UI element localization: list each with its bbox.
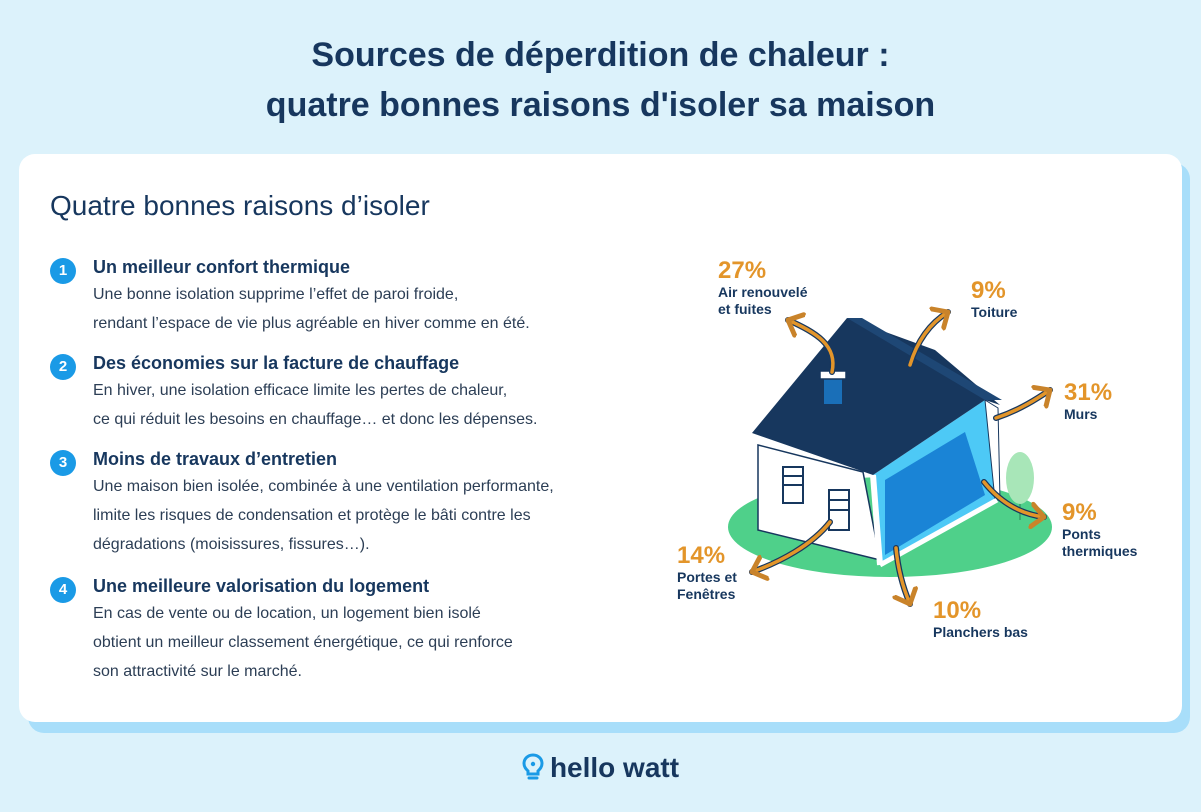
stat-percent: 27% xyxy=(718,257,767,284)
reason-line: En cas de vente ou de location, un logem… xyxy=(93,605,481,622)
stat-percent: 10% xyxy=(933,597,982,624)
stat-planchers-bas: 10% Planchers bas xyxy=(933,598,1028,641)
stat-air-renouvele: 27% Air renouvelé et fuites xyxy=(718,258,807,318)
stat-label: Portes et xyxy=(677,569,737,585)
card-heading: Quatre bonnes raisons d’isoler xyxy=(50,190,430,221)
stat-portes-fenetres: 14% Portes et Fenêtres xyxy=(677,543,737,603)
reason-line: limite les risques de condensation et pr… xyxy=(93,507,531,524)
reason-line: Une maison bien isolée, combinée à une v… xyxy=(93,478,554,495)
stat-murs: 31% Murs xyxy=(1064,380,1112,423)
reason-number-badge: 3 xyxy=(50,450,76,476)
stat-percent: 14% xyxy=(677,542,726,569)
stat-label: Toiture xyxy=(971,304,1018,320)
stat-label: Murs xyxy=(1064,406,1098,422)
reason-line: dégradations (moisissures, fissures…). xyxy=(93,536,370,553)
stat-label: Fenêtres xyxy=(677,586,736,602)
reason-line: obtient un meilleur classement énergétiq… xyxy=(93,634,513,651)
brand-name: hello watt xyxy=(549,752,680,783)
reason-title: Moins de travaux d’entretien xyxy=(93,449,338,469)
reasons-list: 1 Un meilleur confort thermique Une bonn… xyxy=(50,254,650,686)
reason-item: 4 Une meilleure valorisation du logement… xyxy=(50,573,650,686)
reason-line: ce qui réduit les besoins en chauffage… … xyxy=(93,411,538,428)
reason-description: Une maison bien isolée, combinée à une v… xyxy=(93,472,650,559)
reason-description: Une bonne isolation supprime l’effet de … xyxy=(93,280,650,338)
reason-title: Des économies sur la facture de chauffag… xyxy=(93,353,460,373)
stat-label: Ponts xyxy=(1062,526,1101,542)
reason-line: Une bonne isolation supprime l’effet de … xyxy=(93,286,459,303)
reason-item: 1 Un meilleur confort thermique Une bonn… xyxy=(50,254,650,338)
reason-number-badge: 2 xyxy=(50,354,76,380)
stat-label: Air renouvelé xyxy=(718,284,808,300)
stat-percent: 9% xyxy=(971,277,1006,304)
brand-logo: hello watt xyxy=(0,752,1201,784)
stat-label: thermiques xyxy=(1062,543,1138,559)
lightbulb-icon xyxy=(522,753,544,780)
reason-number-badge: 4 xyxy=(50,577,76,603)
stat-label: et fuites xyxy=(718,301,772,317)
stat-ponts-thermiques: 9% Ponts thermiques xyxy=(1062,500,1137,560)
reason-line: rendant l’espace de vie plus agréable en… xyxy=(93,315,530,332)
page-title: Sources de déperdition de chaleur : quat… xyxy=(0,30,1201,130)
reason-title: Un meilleur confort thermique xyxy=(93,257,351,277)
reason-line: En hiver, une isolation efficace limite … xyxy=(93,382,508,399)
stat-label: Planchers bas xyxy=(933,624,1028,640)
stat-toiture: 9% Toiture xyxy=(971,278,1017,321)
reason-description: En cas de vente ou de location, un logem… xyxy=(93,599,650,686)
page-title-line-2: quatre bonnes raisons d'isoler sa maison xyxy=(265,86,936,124)
reason-item: 3 Moins de travaux d’entretien Une maiso… xyxy=(50,446,650,559)
reason-title: Une meilleure valorisation du logement xyxy=(93,576,430,596)
stat-percent: 9% xyxy=(1062,499,1097,526)
reason-item: 2 Des économies sur la facture de chauff… xyxy=(50,350,650,434)
reason-number-badge: 1 xyxy=(50,258,76,284)
page-title-line-1: Sources de déperdition de chaleur : xyxy=(311,36,890,74)
reason-description: En hiver, une isolation efficace limite … xyxy=(93,376,650,434)
reason-line: son attractivité sur le marché. xyxy=(93,663,302,680)
stat-percent: 31% xyxy=(1064,379,1113,406)
